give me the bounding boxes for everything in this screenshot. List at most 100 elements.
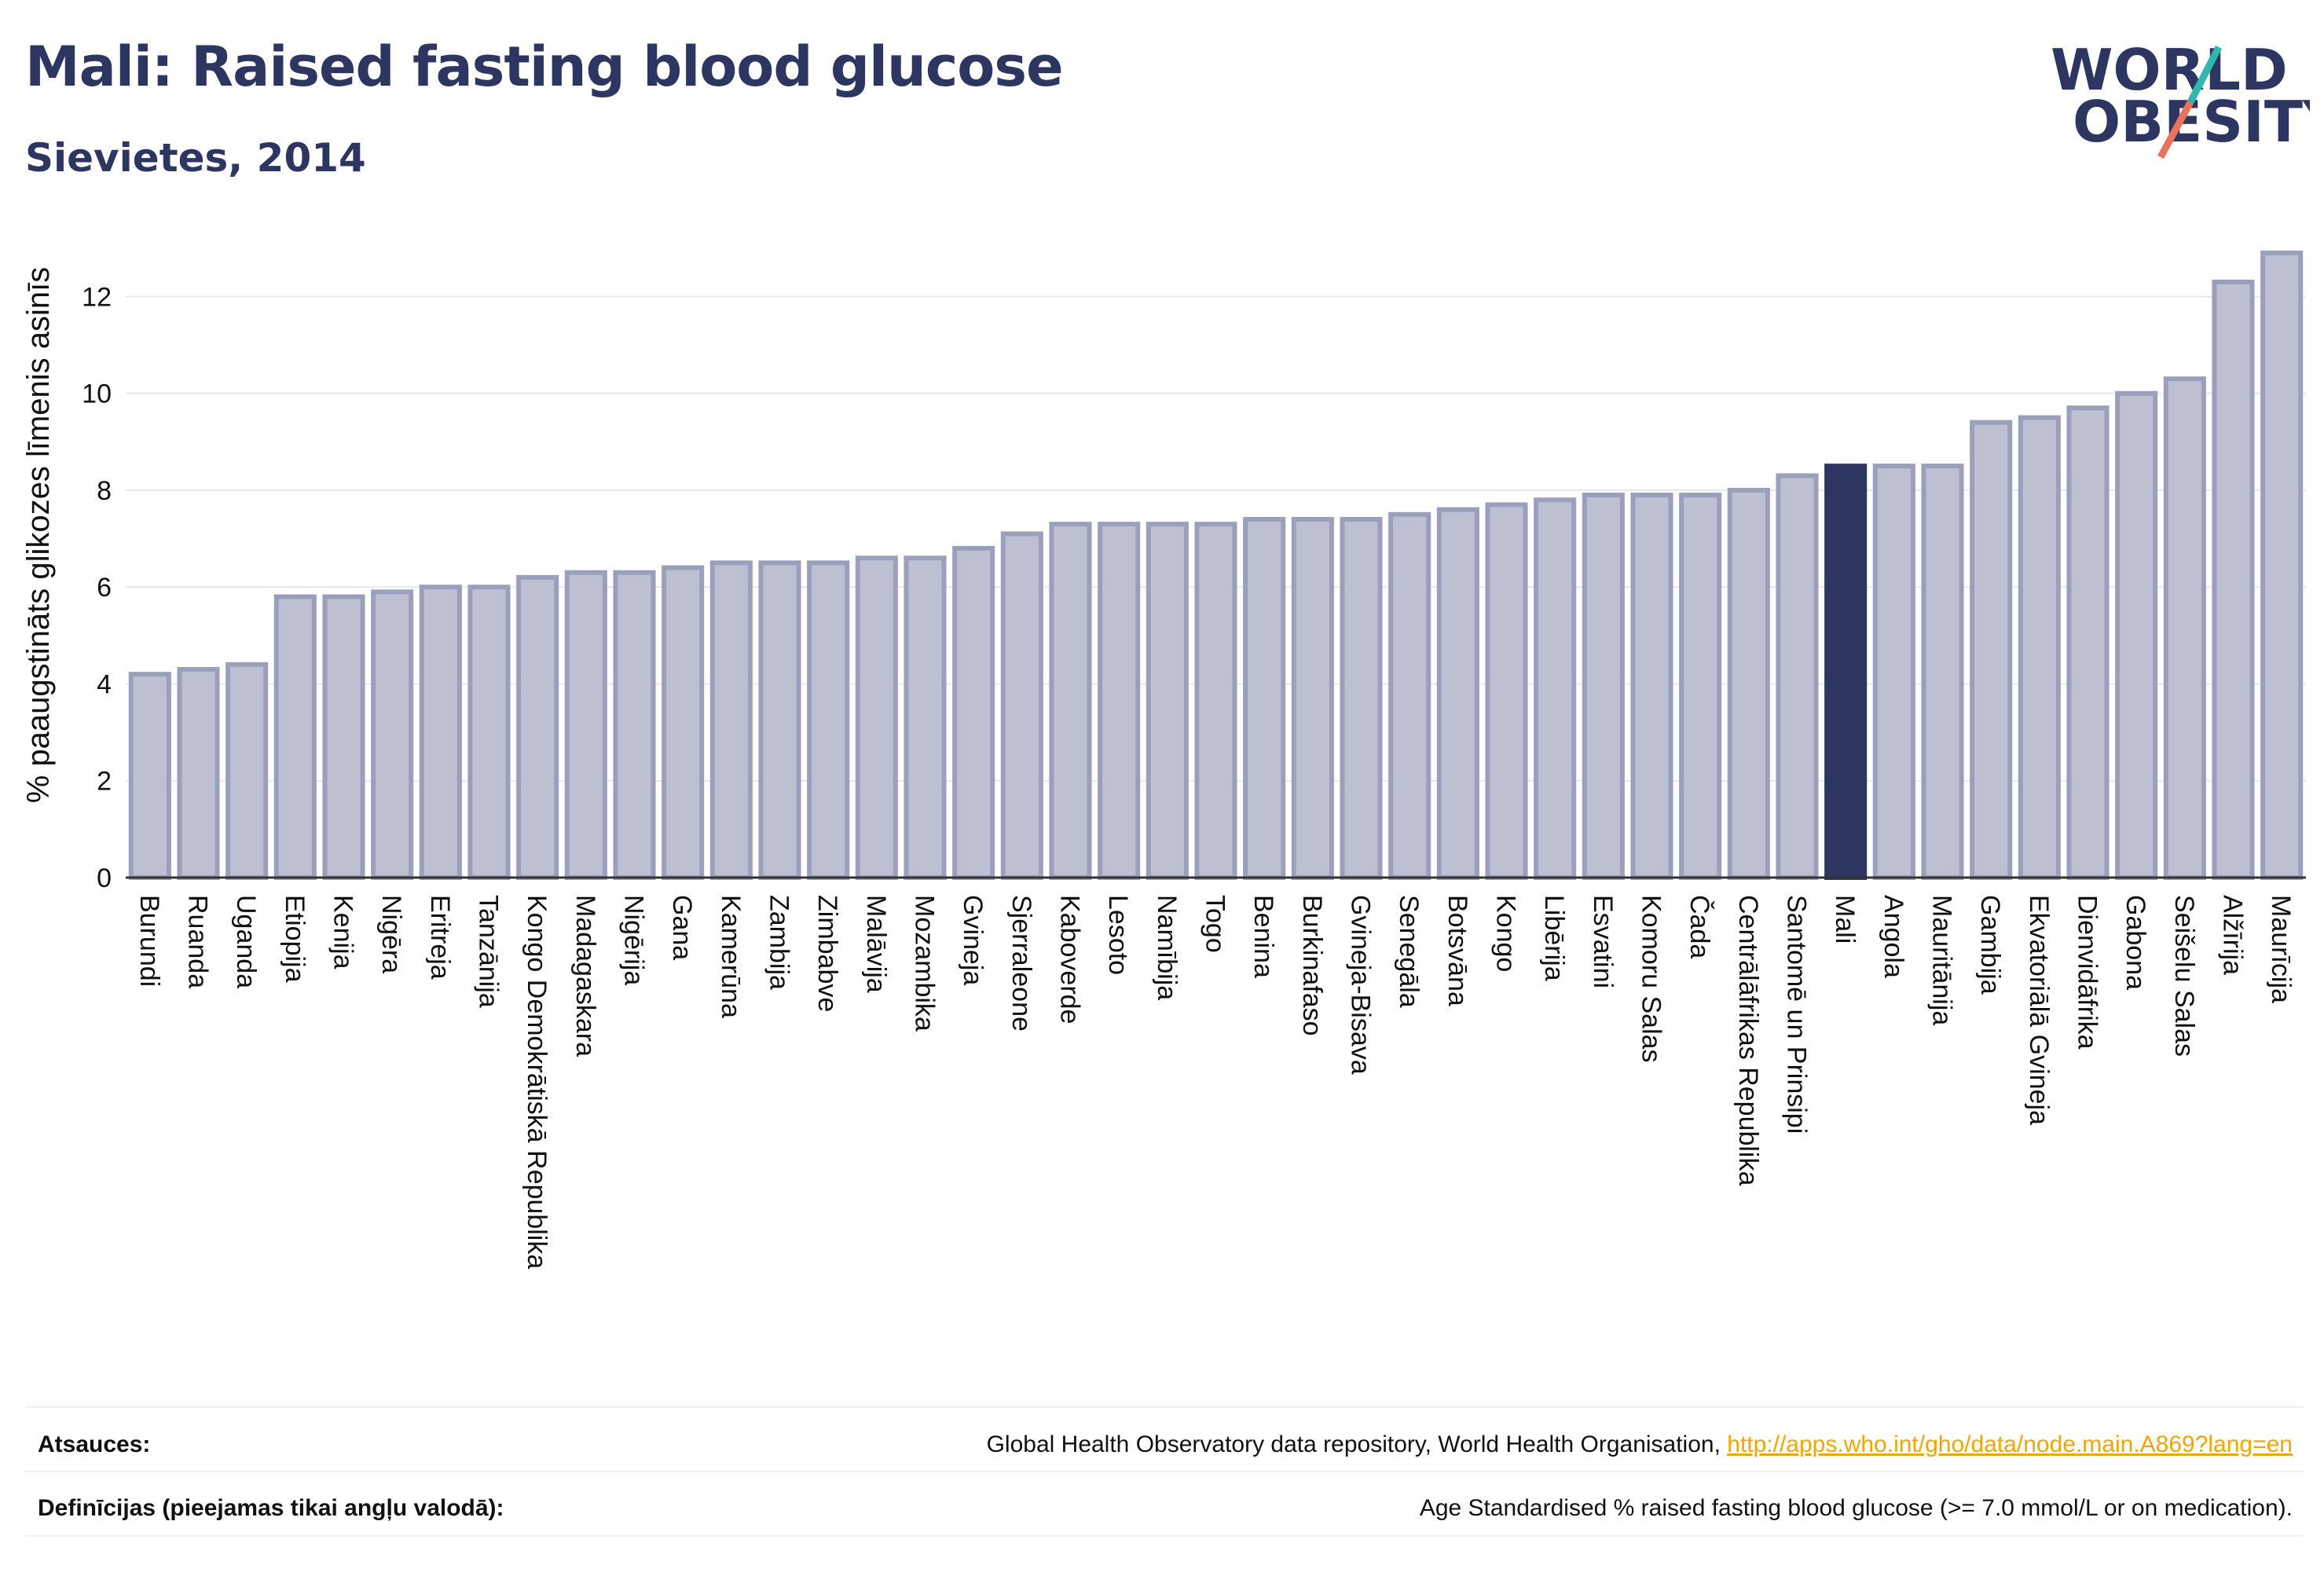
x-tick-label: Seišelu Salas	[2169, 895, 2199, 1057]
footer-divider-middle	[25, 1471, 2304, 1472]
footer-divider-bottom	[25, 1535, 2304, 1537]
x-tick-label: Zimbabve	[812, 895, 842, 1012]
x-tick-label: Esvatini	[1588, 895, 1618, 988]
definitions-value: Age Standardised % raised fasting blood …	[1419, 1495, 2293, 1521]
x-tick-label: Eritreja	[425, 895, 455, 980]
x-tick-label: Mali	[1830, 895, 1860, 944]
y-tick-label: 6	[97, 573, 112, 603]
bar	[1727, 487, 1770, 880]
x-tick-label: Gana	[667, 895, 697, 960]
bar	[1872, 464, 1915, 880]
bar	[1679, 493, 1722, 880]
sources-link[interactable]: http://apps.who.int/gho/data/node.main.A…	[1727, 1431, 2293, 1457]
bar	[1970, 420, 2013, 880]
x-tick-label: Namībija	[1152, 895, 1182, 1000]
bar	[1098, 522, 1141, 880]
bar	[1534, 497, 1577, 880]
y-tick-label: 12	[82, 282, 112, 312]
bar	[1485, 502, 1528, 880]
chart-subtitle: Sievietes, 2014	[25, 135, 366, 181]
footer-divider-top	[25, 1406, 2304, 1408]
x-tick-label: Burkinafaso	[1297, 895, 1327, 1036]
x-tick-label: Ekvatoriālā Gvineja	[2024, 895, 2054, 1125]
x-tick-label: Sjerraleone	[1006, 895, 1036, 1032]
y-tick-label: 4	[97, 669, 112, 699]
bar	[2066, 405, 2110, 880]
logo-slash-lower	[2157, 100, 2194, 159]
bar	[322, 594, 365, 880]
bar	[1243, 516, 1286, 880]
bar	[1000, 531, 1043, 880]
bar	[371, 589, 414, 880]
x-tick-label: Zambija	[764, 895, 794, 990]
bar	[1146, 522, 1189, 880]
x-tick-label: Ruanda	[183, 895, 213, 988]
bar	[1291, 516, 1334, 880]
bar	[2212, 279, 2255, 880]
sources-value: Global Health Observatory data repositor…	[987, 1431, 2293, 1458]
x-tick-label: Komoru Salas	[1637, 895, 1666, 1063]
bar	[1194, 522, 1237, 880]
sources-label: Atsauces:	[38, 1431, 151, 1457]
logo-graphic: WORLD OBESITY	[2051, 37, 2324, 159]
bar	[1340, 516, 1383, 880]
bar-chart: 0 2 4 6 8 10 12 % paaugstināts glikozes līmenis…	[21, 250, 2306, 1269]
x-tick-label: Botsvāna	[1442, 895, 1472, 1006]
bar	[807, 560, 850, 880]
x-tick-label: Malāvija	[861, 895, 891, 993]
y-tick-label: 0	[97, 863, 112, 893]
bar	[613, 570, 656, 880]
bar	[467, 585, 511, 880]
x-tick-label: Mozambika	[910, 895, 940, 1032]
x-tick-label: Centrālāfrikas Republika	[1733, 895, 1763, 1186]
bar	[1436, 507, 1479, 880]
x-tick-label: Dienvidāfrika	[2073, 895, 2102, 1050]
bar	[225, 662, 269, 881]
x-tick-label: Gabona	[2121, 895, 2150, 990]
bar	[952, 545, 995, 880]
bar	[273, 594, 317, 880]
y-axis-label: % paaugstināts glikozes līmenis asinīs	[21, 267, 56, 804]
bar	[662, 565, 705, 880]
x-tick-label: Libērija	[1539, 895, 1569, 981]
bar	[419, 585, 462, 880]
bar	[2163, 376, 2206, 880]
bar	[2018, 415, 2061, 880]
y-tick-label: 8	[97, 476, 112, 506]
logo-slash-upper	[2187, 45, 2223, 104]
x-tick-label: Kamerūna	[716, 895, 746, 1018]
x-tick-label: Lesoto	[1103, 895, 1133, 975]
definitions-label: Definīcijas (pieejamas tikai angļu valod…	[38, 1495, 504, 1521]
logo-word-2: OBESITY	[2073, 89, 2310, 155]
bar	[177, 666, 220, 881]
x-tick-label: Kenija	[328, 895, 358, 969]
bar	[1388, 511, 1431, 880]
bar	[564, 570, 607, 880]
x-tick-label: Burundi	[134, 895, 164, 987]
x-tick-label: Santomē un Prinsipi	[1782, 895, 1812, 1134]
logo-word-1: WORLD	[2051, 37, 2288, 103]
x-tick-label: Alžīrija	[2218, 895, 2248, 975]
chart-title: Mali: Raised fasting blood glucose	[25, 35, 1064, 99]
x-tick-label: Kongo	[1491, 895, 1521, 972]
x-tick-label: Uganda	[231, 895, 261, 988]
bar	[758, 560, 801, 880]
x-tick-label: Benina	[1248, 895, 1278, 978]
bar	[1921, 464, 1964, 880]
x-tick-label: Senegāla	[1394, 895, 1424, 1008]
x-tick-label: Gambija	[1975, 895, 2005, 995]
x-tick-label: Angola	[1879, 895, 1908, 978]
bar	[1630, 493, 1673, 880]
bar	[2260, 250, 2304, 880]
bar	[709, 560, 753, 880]
x-tick-label: Kaboverde	[1055, 895, 1085, 1024]
x-tick-label: Nigēra	[376, 895, 406, 973]
bar	[1776, 473, 1819, 880]
bar	[2115, 390, 2158, 881]
bar	[128, 672, 171, 881]
bar	[1582, 493, 1625, 880]
y-tick-label: 10	[82, 379, 112, 409]
x-tick-label: Maurīcija	[2266, 895, 2296, 1003]
x-tick-label: Tanzānija	[474, 895, 504, 1008]
x-tick-label: Mauritānija	[1927, 895, 1957, 1025]
